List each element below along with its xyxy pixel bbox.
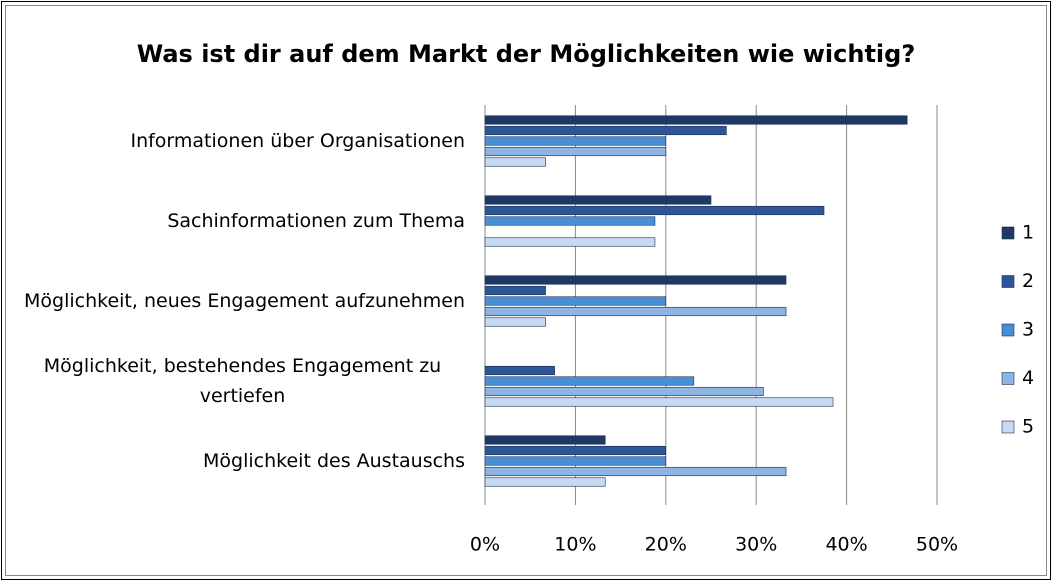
bar: [484, 157, 546, 167]
bar: [484, 456, 667, 466]
x-tick-label: 10%: [554, 534, 596, 556]
legend-swatch: [1001, 226, 1015, 240]
bar: [484, 435, 606, 445]
legend-label: 3: [1022, 319, 1034, 341]
bar: [484, 216, 656, 226]
legend-label: 2: [1022, 270, 1034, 292]
bar: [484, 445, 667, 456]
chart-border: [5, 5, 1047, 576]
category-label-box: Möglichkeit, neues Engagement aufzunehme…: [20, 286, 465, 316]
bar: [484, 397, 834, 407]
x-tick-label: 0%: [470, 534, 500, 556]
bar: [484, 376, 695, 386]
bar: [484, 146, 667, 157]
legend-swatch: [1001, 372, 1015, 385]
legend-label: 5: [1022, 416, 1034, 438]
legend-label: 4: [1022, 367, 1034, 389]
y-tick-label: Informationen über Organisationen: [130, 130, 465, 152]
bar: [484, 477, 606, 487]
bar: [484, 136, 667, 146]
legend-swatch: [1001, 275, 1015, 288]
bar: [484, 115, 908, 125]
bar: [484, 285, 546, 296]
bar: [484, 466, 787, 477]
bar: [484, 306, 787, 317]
y-tick-label: Sachinformationen zum Thema: [167, 210, 465, 232]
x-tick-label: 40%: [825, 534, 867, 556]
y-tick-label: Möglichkeit des Austauschs: [203, 450, 465, 472]
bar: [484, 195, 712, 205]
bar: [484, 296, 667, 306]
x-tick-label: 50%: [916, 534, 958, 556]
category-label-box: Sachinformationen zum Thema: [20, 206, 465, 236]
legend-swatch: [1001, 420, 1015, 434]
bar: [484, 386, 764, 397]
category-label-box: Informationen über Organisationen: [20, 126, 465, 156]
bar: [484, 317, 546, 327]
legend-label: 1: [1022, 222, 1034, 244]
chart-title: Was ist dir auf dem Markt der Möglichkei…: [137, 40, 916, 68]
bar: [484, 205, 825, 216]
y-tick-label: Möglichkeit, bestehendes Engagement zu v…: [43, 355, 442, 407]
category-label-box: Möglichkeit, bestehendes Engagement zu v…: [20, 351, 465, 411]
bar: [484, 275, 787, 285]
legend-swatch: [1001, 323, 1015, 337]
x-tick-label: 20%: [645, 534, 687, 556]
category-label-box: Möglichkeit des Austauschs: [20, 446, 465, 476]
y-tick-label: Möglichkeit, neues Engagement aufzunehme…: [24, 290, 465, 312]
bar: [484, 237, 656, 247]
bar: [484, 125, 727, 136]
bar: [484, 365, 555, 376]
x-tick-label: 30%: [735, 534, 777, 556]
